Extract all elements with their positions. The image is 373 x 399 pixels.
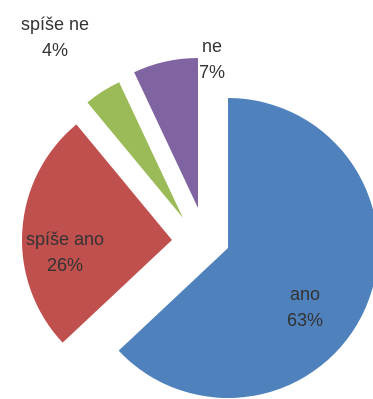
slice-label-value: 26% (47, 255, 83, 275)
slice-label-spise-ne: spíše ne 4% (21, 14, 89, 60)
slice-label-value: 4% (42, 40, 68, 60)
slice-label-value: 7% (199, 62, 225, 82)
slice-label-value: 63% (287, 310, 323, 330)
slice-label-name: spíše ano (26, 229, 104, 249)
slice-label-name: spíše ne (21, 14, 89, 34)
pie-slice-spise-ne (87, 82, 183, 218)
slice-label-name: ano (290, 284, 320, 304)
pie-slice-spise-ano (21, 124, 173, 343)
pie-slice-ano (118, 98, 373, 398)
slice-label-ano: ano 63% (287, 284, 323, 330)
slice-label-name: ne (202, 36, 222, 56)
slice-label-spise-ano: spíše ano 26% (26, 229, 104, 275)
pie-slice-ne (134, 58, 198, 208)
slice-label-ne: ne 7% (199, 36, 225, 82)
